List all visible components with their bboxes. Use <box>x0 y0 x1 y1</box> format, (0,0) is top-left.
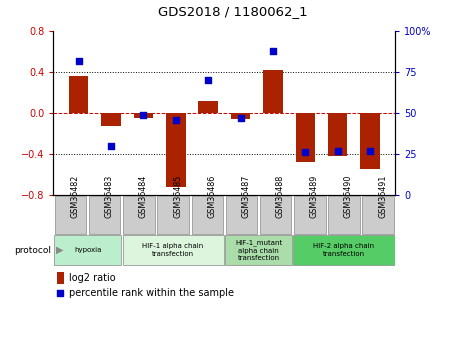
Point <box>205 78 212 83</box>
Text: GSM36490: GSM36490 <box>344 175 353 218</box>
Point <box>366 148 374 154</box>
Bar <box>226 196 257 234</box>
Bar <box>328 113 347 156</box>
Text: GSM36487: GSM36487 <box>241 175 251 218</box>
Bar <box>166 113 186 187</box>
Text: ▶: ▶ <box>56 245 63 255</box>
Point <box>107 143 115 149</box>
Text: GSM36488: GSM36488 <box>276 175 285 218</box>
Text: GSM36482: GSM36482 <box>71 175 80 218</box>
Bar <box>260 196 292 234</box>
Text: HIF-2 alpha chain
transfection: HIF-2 alpha chain transfection <box>313 243 374 257</box>
Text: GSM36483: GSM36483 <box>105 175 114 218</box>
Bar <box>54 235 121 265</box>
Bar <box>101 113 121 126</box>
Bar <box>55 196 86 234</box>
Bar <box>328 196 360 234</box>
Bar <box>294 196 326 234</box>
Bar <box>199 101 218 113</box>
Bar <box>123 196 155 234</box>
Bar <box>263 70 283 113</box>
Bar <box>57 272 65 284</box>
Bar <box>231 113 250 119</box>
Bar <box>225 235 292 265</box>
Text: percentile rank within the sample: percentile rank within the sample <box>69 288 234 298</box>
Point <box>237 115 244 121</box>
Text: HIF-1 alpha chain
transfection: HIF-1 alpha chain transfection <box>142 243 204 257</box>
Point <box>172 117 179 122</box>
Bar <box>157 196 189 234</box>
Text: GSM36484: GSM36484 <box>139 175 148 218</box>
Text: log2 ratio: log2 ratio <box>69 273 115 283</box>
Text: GDS2018 / 1180062_1: GDS2018 / 1180062_1 <box>158 5 307 18</box>
Text: hypoxia: hypoxia <box>74 247 101 253</box>
Bar <box>69 76 88 113</box>
Text: HIF-1_mutant
alpha chain
transfection: HIF-1_mutant alpha chain transfection <box>235 239 282 261</box>
Text: GSM36486: GSM36486 <box>207 175 216 218</box>
Point <box>302 150 309 155</box>
Point <box>75 58 82 63</box>
Text: GSM36489: GSM36489 <box>310 175 319 218</box>
Bar <box>296 113 315 162</box>
Bar <box>122 235 224 265</box>
Text: GSM36485: GSM36485 <box>173 175 182 218</box>
Bar <box>192 196 223 234</box>
Text: GSM36491: GSM36491 <box>378 175 387 218</box>
Bar <box>89 196 120 234</box>
Bar <box>293 235 395 265</box>
Point <box>269 48 277 53</box>
Text: protocol: protocol <box>14 246 51 255</box>
Point <box>334 148 341 154</box>
Point <box>57 290 64 296</box>
Point <box>140 112 147 117</box>
Bar <box>362 196 394 234</box>
Bar <box>134 113 153 118</box>
Bar <box>360 113 380 169</box>
